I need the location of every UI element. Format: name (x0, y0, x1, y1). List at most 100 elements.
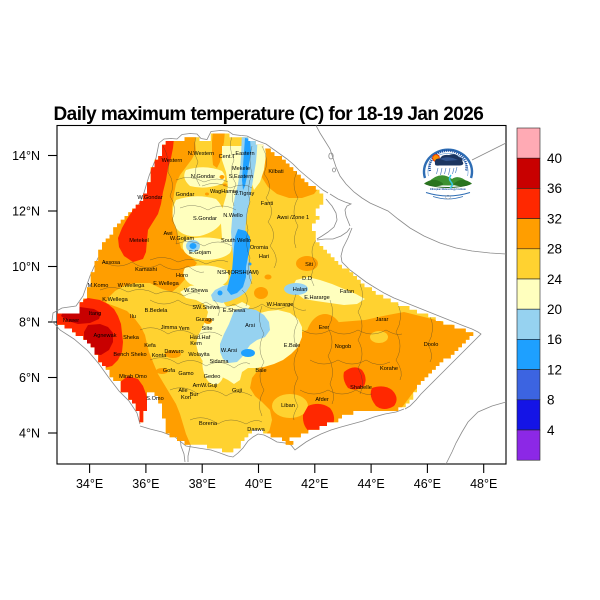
svg-text:48°E: 48°E (470, 477, 497, 491)
svg-text:Guji: Guji (232, 388, 242, 394)
svg-text:S.Gondar: S.Gondar (193, 216, 217, 222)
svg-text:Borena: Borena (199, 421, 218, 427)
svg-text:Awsi /Zone 1: Awsi /Zone 1 (277, 215, 309, 221)
svg-text:Fanti: Fanti (261, 201, 273, 207)
svg-text:Gofa: Gofa (163, 368, 176, 374)
svg-text:Assosa: Assosa (102, 260, 121, 266)
svg-text:Agnewak: Agnewak (93, 333, 116, 339)
svg-text:Cent.T: Cent.T (219, 154, 236, 160)
svg-text:46°E: 46°E (414, 477, 441, 491)
svg-text:Shabelle: Shabelle (350, 385, 372, 391)
svg-text:Jimma: Jimma (161, 325, 178, 331)
svg-text:Sidama: Sidama (210, 359, 230, 365)
svg-text:4: 4 (547, 423, 555, 438)
svg-text:Fafan: Fafan (340, 289, 354, 295)
svg-text:Liban: Liban (281, 403, 295, 409)
svg-text:32: 32 (547, 211, 562, 226)
svg-text:Gondar: Gondar (176, 192, 195, 198)
svg-text:AmW.Guji: AmW.Guji (193, 383, 218, 389)
svg-text:SW.Shewa: SW.Shewa (192, 305, 220, 311)
svg-text:Erer: Erer (319, 325, 330, 331)
svg-text:12: 12 (547, 362, 562, 377)
svg-text:14°N: 14°N (12, 149, 40, 163)
svg-text:40: 40 (547, 151, 562, 166)
svg-text:Hari: Hari (259, 254, 269, 260)
svg-text:Nuwer: Nuwer (63, 318, 79, 324)
svg-text:Kem: Kem (190, 341, 202, 347)
svg-text:8°N: 8°N (19, 316, 40, 330)
svg-text:Gedeo: Gedeo (204, 374, 221, 380)
svg-text:Ethiopian Meteorology Institut: Ethiopian Meteorology Institute (430, 188, 466, 191)
svg-text:W.Shewa: W.Shewa (184, 288, 209, 294)
svg-text:E.Hararge: E.Hararge (304, 295, 330, 301)
svg-text:Bench Sheko: Bench Sheko (113, 352, 146, 358)
svg-text:D.D: D.D (302, 276, 312, 282)
svg-text:Kefa: Kefa (144, 343, 156, 349)
svg-text:Mirab Omo: Mirab Omo (119, 374, 147, 380)
svg-text:Alle: Alle (178, 388, 187, 394)
svg-text:36: 36 (547, 181, 562, 196)
svg-text:Doolo: Doolo (424, 342, 439, 348)
svg-text:38°E: 38°E (189, 477, 216, 491)
svg-text:Halari: Halari (293, 287, 308, 293)
svg-text:28: 28 (547, 242, 562, 257)
svg-text:34°E: 34°E (76, 477, 103, 491)
svg-text:S.Eastern: S.Eastern (229, 174, 254, 180)
svg-text:24: 24 (547, 272, 563, 287)
svg-text:Dawuro: Dawuro (164, 349, 183, 355)
svg-text:8: 8 (547, 393, 555, 408)
svg-text:W.Gondar: W.Gondar (137, 195, 162, 201)
svg-text:E.Bale: E.Bale (284, 343, 300, 349)
svg-text:Gamo: Gamo (178, 371, 193, 377)
svg-text:Kamashi: Kamashi (135, 267, 157, 273)
svg-text:E.Wellega: E.Wellega (153, 281, 179, 287)
svg-text:Daawa: Daawa (247, 427, 265, 433)
svg-text:Eastern: Eastern (235, 151, 254, 157)
svg-text:16: 16 (547, 332, 562, 347)
svg-text:E.Gojam: E.Gojam (189, 250, 211, 256)
svg-text:Sheka: Sheka (123, 335, 140, 341)
svg-text:Metekel: Metekel (129, 238, 149, 244)
svg-text:Daily maximum temperature (C): Daily maximum temperature (C) for 18-19 … (54, 104, 484, 125)
svg-text:10°N: 10°N (12, 260, 40, 274)
svg-text:WagHamra: WagHamra (210, 189, 239, 195)
svg-text:NSH|ORSH(AM): NSH|ORSH(AM) (217, 270, 259, 276)
svg-text:Mekele: Mekele (232, 166, 250, 172)
svg-text:44°E: 44°E (357, 477, 384, 491)
svg-text:Bur: Bur (190, 392, 199, 398)
svg-text:Arsi: Arsi (245, 323, 255, 329)
svg-text:B.Bedela: B.Bedela (145, 308, 169, 314)
svg-text:Gurage: Gurage (196, 317, 215, 323)
svg-text:Horo: Horo (176, 273, 188, 279)
svg-text:W.Wellega: W.Wellega (118, 283, 146, 289)
svg-text:40°E: 40°E (245, 477, 272, 491)
svg-text:N.Wello: N.Wello (223, 213, 242, 219)
svg-text:6°N: 6°N (19, 371, 40, 385)
svg-text:W.Hararge: W.Hararge (267, 302, 294, 308)
svg-text:South Wello: South Wello (221, 238, 251, 244)
svg-text:Nogob: Nogob (335, 344, 351, 350)
svg-text:Korahe: Korahe (380, 366, 398, 372)
svg-text:Had.Haf: Had.Haf (190, 335, 211, 341)
svg-text:M.Komo: M.Komo (88, 283, 109, 289)
svg-text:Afder: Afder (315, 397, 329, 403)
svg-text:K.Wellega: K.Wellega (102, 297, 128, 303)
svg-text:Jarar: Jarar (376, 317, 389, 323)
svg-text:S.Omo: S.Omo (146, 396, 163, 402)
svg-text:N.Gondar: N.Gondar (191, 174, 215, 180)
svg-text:20: 20 (547, 302, 562, 317)
svg-text:Konta: Konta (152, 353, 168, 359)
svg-text:Western: Western (162, 158, 183, 164)
svg-text:Awi: Awi (164, 231, 173, 237)
svg-text:W.Arsi: W.Arsi (221, 348, 237, 354)
svg-text:Bale: Bale (255, 368, 266, 374)
svg-text:Silte: Silte (202, 326, 213, 332)
svg-text:Kon: Kon (181, 395, 191, 401)
svg-text:Yem: Yem (179, 326, 190, 332)
svg-text:Kilbati: Kilbati (268, 169, 283, 175)
svg-text:Oromia: Oromia (250, 245, 269, 251)
svg-text:36°E: 36°E (132, 477, 159, 491)
svg-text:N.Western: N.Western (188, 151, 214, 157)
svg-text:Ilu: Ilu (130, 314, 136, 320)
svg-text:Itang: Itang (89, 311, 101, 317)
